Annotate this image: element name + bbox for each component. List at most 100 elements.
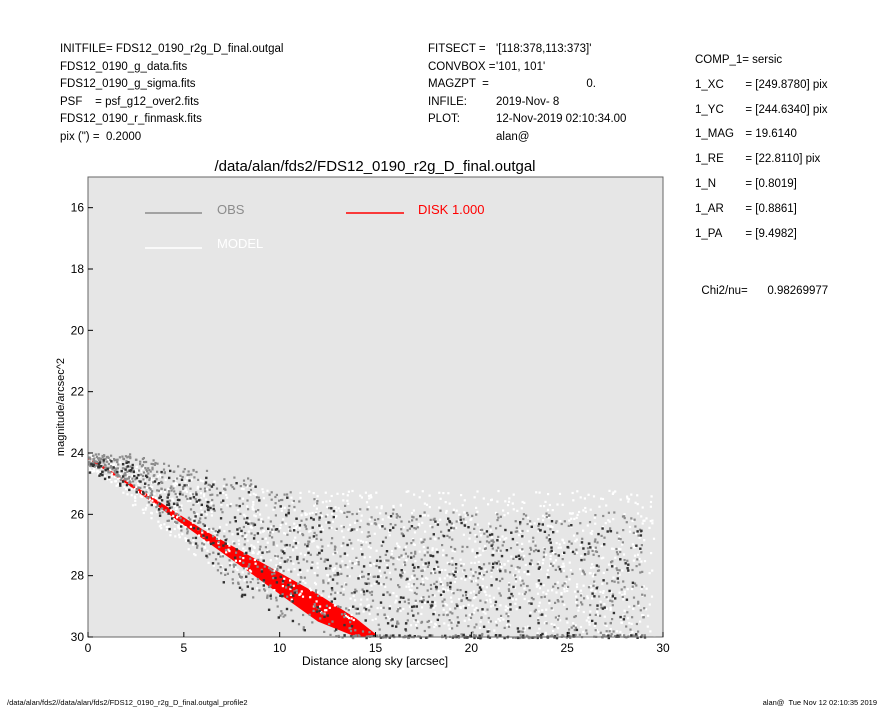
model-point xyxy=(523,587,526,590)
obs-point xyxy=(377,582,380,585)
model-point xyxy=(228,544,231,547)
obs-point xyxy=(92,454,95,457)
obs-point xyxy=(623,559,626,562)
model-point xyxy=(442,492,445,495)
obs-point xyxy=(208,528,211,531)
obs-point xyxy=(307,551,310,555)
obs-point xyxy=(589,604,592,607)
model-points-layer xyxy=(88,453,656,639)
obs-point xyxy=(597,565,600,568)
model-point xyxy=(335,551,338,554)
obs-point xyxy=(390,634,393,637)
model-point xyxy=(362,540,365,543)
model-point xyxy=(438,506,441,509)
obs-point xyxy=(508,596,511,600)
obs-point xyxy=(97,465,100,469)
obs-point xyxy=(442,604,445,607)
obs-point xyxy=(507,625,511,628)
obs-point xyxy=(389,515,393,518)
obs-point xyxy=(541,613,544,616)
obs-point xyxy=(153,480,157,483)
obs-point xyxy=(478,566,481,569)
obs-point xyxy=(504,528,507,532)
obs-point xyxy=(435,588,438,591)
obs-point xyxy=(455,567,458,570)
obs-point xyxy=(223,535,226,538)
obs-point xyxy=(536,636,539,640)
obs-point xyxy=(423,629,426,633)
model-point xyxy=(541,609,544,612)
model-point xyxy=(241,497,245,500)
obs-point xyxy=(625,521,628,524)
model-point xyxy=(146,483,149,486)
model-point xyxy=(428,494,431,497)
header-left-value: FDS12_0190_r2g_D_final.outgal xyxy=(115,43,284,55)
obs-point xyxy=(351,513,354,516)
obs-point xyxy=(522,634,525,637)
obs-point xyxy=(339,566,342,569)
obs-point xyxy=(411,519,414,522)
model-point xyxy=(649,505,652,508)
obs-point xyxy=(487,616,490,620)
obs-point xyxy=(400,554,403,557)
obs-point xyxy=(622,618,626,621)
obs-point xyxy=(354,634,357,637)
model-point xyxy=(515,575,518,578)
obs-point xyxy=(441,544,444,547)
model-point xyxy=(202,539,205,542)
obs-point xyxy=(280,610,283,613)
model-point xyxy=(476,523,479,526)
obs-point xyxy=(457,635,460,638)
obs-point xyxy=(248,563,251,566)
obs-point xyxy=(597,532,600,536)
obs-point xyxy=(189,497,192,500)
model-point xyxy=(573,517,576,520)
model-point xyxy=(251,550,254,553)
obs-point xyxy=(401,571,404,574)
obs-point xyxy=(241,588,244,591)
obs-point xyxy=(404,552,407,555)
model-point xyxy=(330,494,333,498)
obs-point xyxy=(460,564,463,567)
model-point xyxy=(410,584,413,587)
obs-point xyxy=(424,562,427,565)
model-point xyxy=(368,518,371,521)
obs-point xyxy=(594,613,597,616)
obs-point xyxy=(264,589,267,592)
obs-point xyxy=(550,546,553,549)
model-point xyxy=(611,547,614,550)
model-point xyxy=(507,500,511,503)
model-point xyxy=(360,598,363,601)
model-point xyxy=(604,522,607,525)
model-point xyxy=(225,551,228,554)
param-value: = [0.8861] xyxy=(739,202,797,215)
obs-point xyxy=(605,630,608,633)
obs-point xyxy=(180,478,184,481)
obs-point xyxy=(448,619,451,622)
model-point xyxy=(159,500,162,503)
model-point xyxy=(521,500,524,504)
obs-point xyxy=(323,630,326,633)
obs-point xyxy=(121,480,125,483)
obs-point xyxy=(306,544,309,548)
model-point xyxy=(91,469,94,472)
model-point xyxy=(163,490,166,494)
obs-point xyxy=(554,568,557,571)
model-point xyxy=(632,559,635,562)
obs-point xyxy=(205,536,208,539)
model-point xyxy=(378,570,381,573)
param-key: 1_YC xyxy=(695,103,724,116)
model-point xyxy=(340,530,344,533)
model-point xyxy=(501,535,504,538)
obs-point xyxy=(448,520,451,523)
model-point xyxy=(413,620,416,623)
obs-point xyxy=(269,597,273,600)
obs-point xyxy=(170,485,173,488)
obs-point xyxy=(237,581,240,584)
model-point xyxy=(421,490,424,493)
model-point xyxy=(126,475,129,478)
model-point xyxy=(289,579,292,582)
obs-point xyxy=(421,600,424,604)
model-point xyxy=(352,594,355,598)
obs-point xyxy=(603,606,606,609)
